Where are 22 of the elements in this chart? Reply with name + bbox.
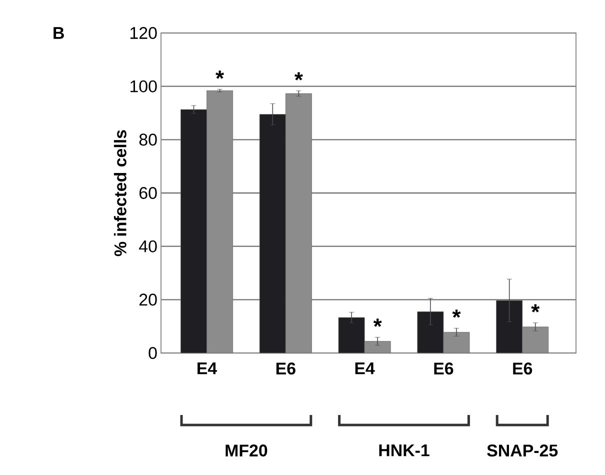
text: MF20 xyxy=(226,444,268,457)
annotation: * xyxy=(531,304,540,312)
annotation: * xyxy=(373,318,382,327)
y-tick-label: 80 xyxy=(139,134,157,146)
x-tick-label: E4 xyxy=(355,362,375,374)
text: SNAP-25 xyxy=(487,444,558,457)
y-tick-label: 40 xyxy=(139,240,157,252)
y-axis-title: % infected cells xyxy=(114,130,126,256)
x-tick-label: E6 xyxy=(276,362,296,375)
y-tick-label: 60 xyxy=(140,187,157,199)
text: B xyxy=(54,27,64,39)
annotation: * xyxy=(216,70,224,79)
y-tick-label: 120 xyxy=(130,27,157,39)
x-tick-label: E6 xyxy=(434,362,454,375)
text: HNK-1 xyxy=(379,444,430,456)
annotation: * xyxy=(452,310,461,318)
y-tick-label: 20 xyxy=(140,294,157,306)
y-tick-label: 100 xyxy=(130,80,157,92)
x-tick-label: E4 xyxy=(198,362,218,374)
annotation: * xyxy=(294,72,303,80)
x-tick-label: E6 xyxy=(513,362,532,375)
y-tick-label: 0 xyxy=(148,347,157,359)
